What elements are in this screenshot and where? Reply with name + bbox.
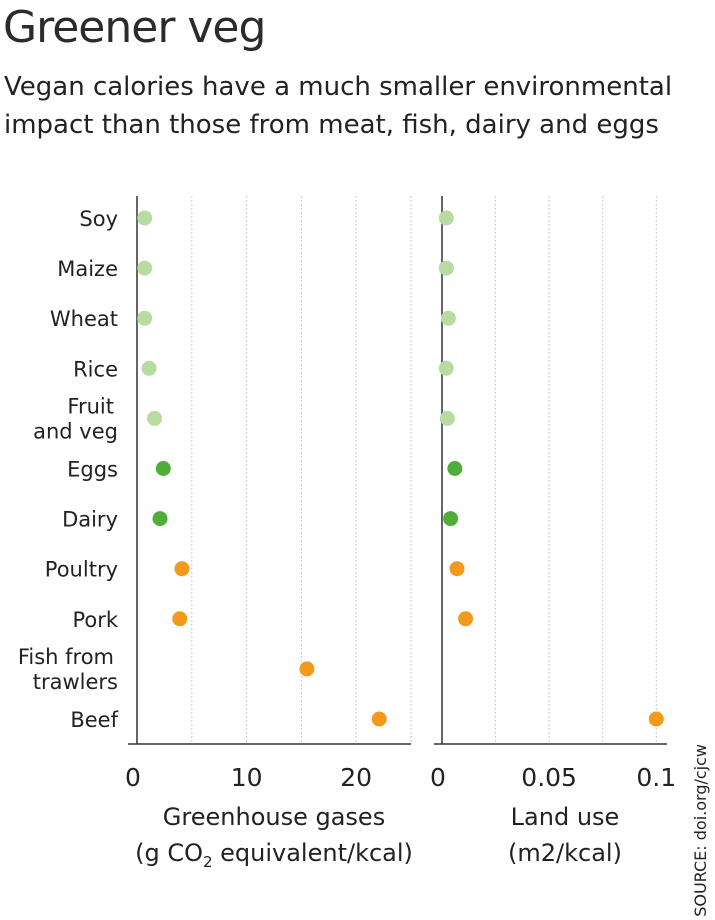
ghg-tick-label: 10 (231, 763, 263, 792)
category-label-line-2: and veg (33, 419, 118, 443)
land-dot-wheat (440, 310, 456, 326)
land-axis-title-line-1: Land use (511, 803, 620, 831)
ghg-dot-soy (137, 210, 153, 226)
grid-layer (191, 196, 657, 744)
ghg-tick-label: 20 (340, 763, 372, 792)
land-tick-label: 0.05 (521, 763, 577, 792)
land-tick-label: 0.1 (636, 763, 676, 792)
ghg-dot-maize (137, 260, 153, 276)
ghg-dot-fish-from-trawlers (299, 661, 315, 677)
subtitle-line-1: Vegan calories have a much smaller envir… (4, 72, 673, 102)
land-dot-poultry (449, 561, 465, 577)
land-dot-fruit-and-veg (439, 410, 455, 426)
ghg-axis-title-line-2: (g CO2 equivalent/kcal) (135, 839, 413, 871)
ghg-axis-title-prefix: (g CO (135, 839, 203, 867)
axis-layer (128, 196, 667, 745)
land-dot-eggs (447, 461, 463, 476)
category-label: Rice (73, 357, 118, 381)
land-dot-rice (438, 360, 454, 376)
category-label: Pork (72, 608, 118, 632)
ghg-tick-label: 0 (125, 763, 141, 792)
ghg-axis-title-suffix: equivalent/kcal) (213, 839, 413, 867)
category-label: Poultry (45, 558, 118, 582)
chart-subtitle: Vegan calories have a much smaller envir… (4, 68, 704, 144)
land-dot-dairy (443, 511, 459, 527)
ghg-dot-eggs (155, 461, 171, 476)
ghg-axis-title-line-1: Greenhouse gases (163, 803, 385, 831)
category-label: Maize (57, 257, 118, 281)
category-label: Beef (70, 708, 118, 732)
ghg-dot-rice (141, 360, 157, 376)
dot-layer (137, 210, 664, 727)
land-dot-pork (458, 611, 474, 627)
ghg-dot-fruit-and-veg (147, 410, 163, 426)
source-note: SOURCE: doi.org/cjcw (691, 744, 710, 917)
category-label: Soy (79, 207, 118, 231)
land-dot-maize (438, 260, 454, 276)
axis-title-layer: Greenhouse gases (g CO2 equivalent/kcal) L… (135, 744, 710, 917)
chart-title: Greener veg (3, 2, 266, 53)
land-dot-beef (648, 711, 664, 727)
category-label: Dairy (62, 508, 118, 532)
category-label: Wheat (50, 307, 118, 331)
category-label-line-2: trawlers (33, 670, 118, 694)
category-label: Eggs (67, 458, 118, 482)
land-axis-title-line-2: (m2/kcal) (508, 839, 622, 867)
ghg-dot-beef (371, 711, 387, 727)
category-label-line-1: Fruit (67, 394, 114, 418)
ghg-dot-pork (172, 611, 188, 627)
ghg-dot-poultry (174, 561, 190, 577)
ghg-axis-title-subscript: 2 (203, 853, 213, 871)
ghg-dot-wheat (137, 310, 153, 326)
subtitle-line-2: impact than those from meat, fish, dairy… (4, 110, 659, 140)
category-label-line-1: Fish from (18, 645, 114, 669)
land-dot-soy (438, 210, 454, 226)
ghg-dot-dairy (152, 511, 168, 527)
land-tick-label: 0 (430, 763, 446, 792)
